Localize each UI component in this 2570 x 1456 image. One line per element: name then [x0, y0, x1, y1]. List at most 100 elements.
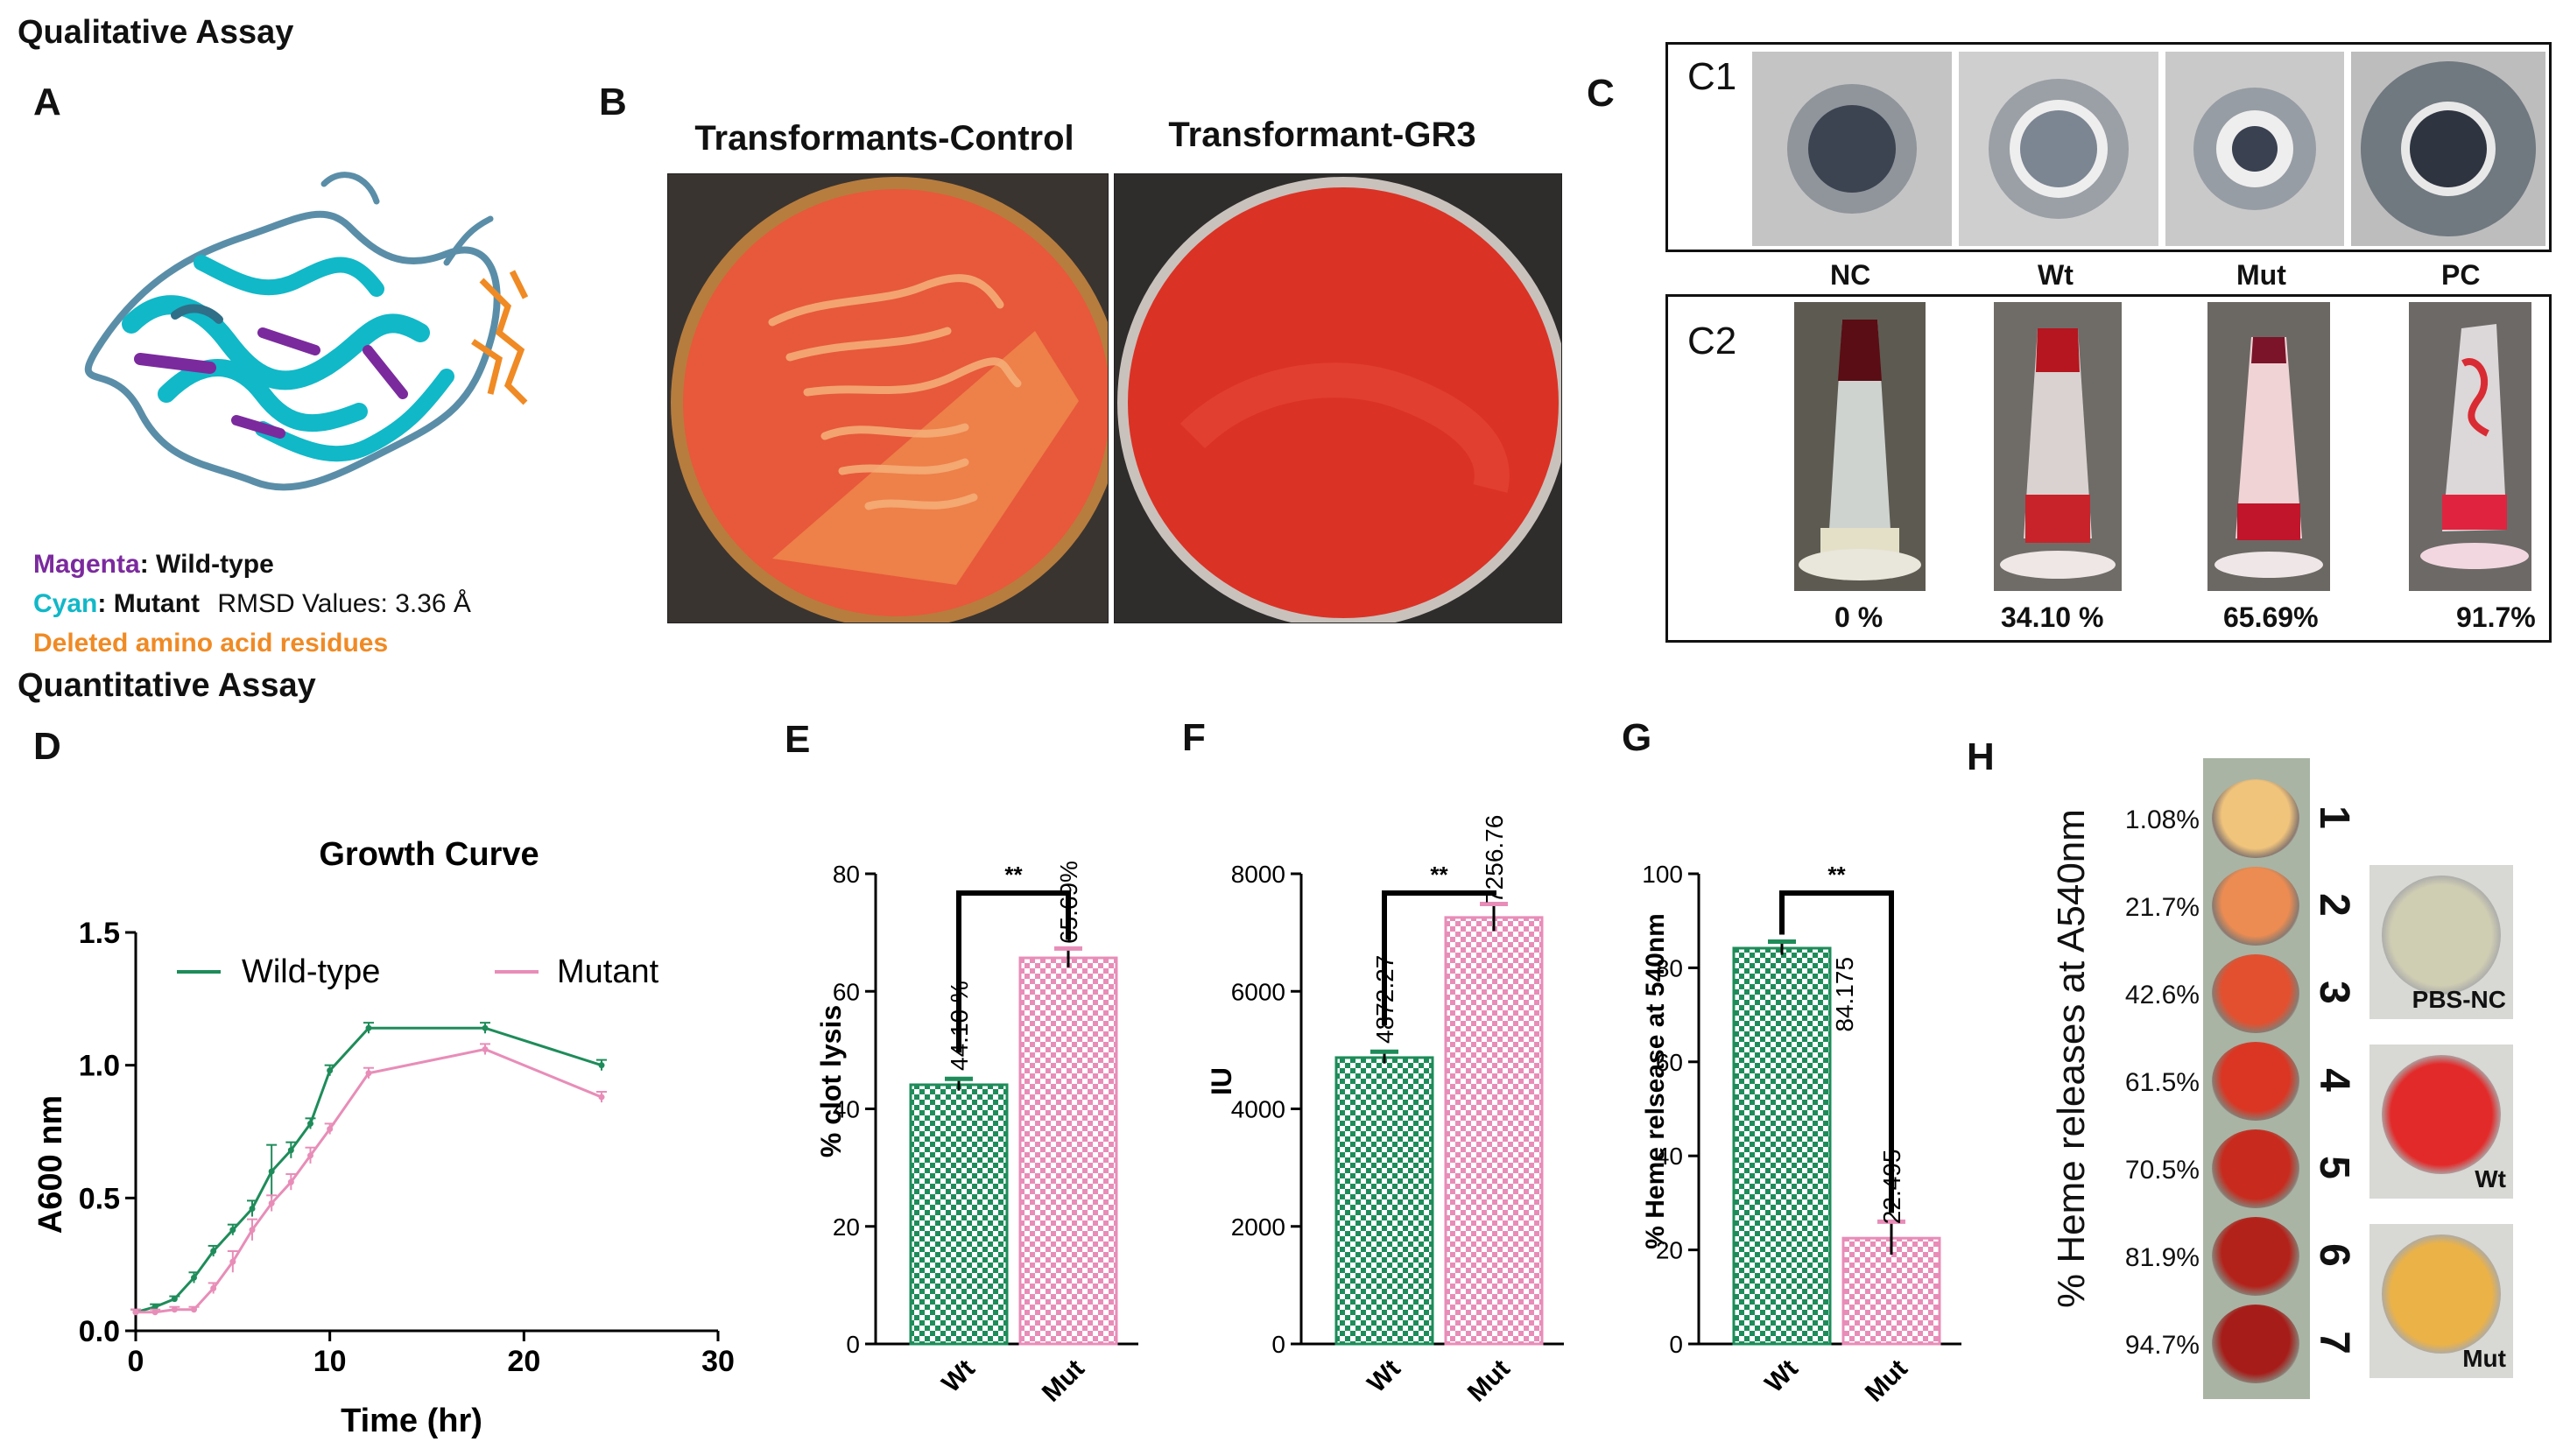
reference-well-label: PBS-NC — [2412, 986, 2506, 1013]
well-number: 6 — [2310, 1243, 2357, 1267]
data-point — [307, 1120, 313, 1127]
x-tick-label: 20 — [507, 1345, 540, 1378]
y-tick-label: 0 — [1669, 1331, 1683, 1358]
x-tick-label: Mut — [1860, 1354, 1913, 1408]
data-point — [365, 1024, 372, 1031]
reference-well-wt: Wt — [2369, 1045, 2513, 1199]
significance-bracket — [1779, 890, 1894, 1213]
data-point — [598, 1094, 605, 1101]
data-point — [307, 1152, 313, 1159]
data-point — [598, 1062, 605, 1069]
y-axis-label: A600 nm — [32, 1095, 69, 1234]
y-tick-label: 100 — [1642, 861, 1683, 888]
pct-pc: 91.7% — [2456, 601, 2536, 633]
y-tick-label: 60 — [1656, 1049, 1683, 1076]
x-tick-label: Wt — [1760, 1354, 1804, 1398]
x-tick-label: 0 — [128, 1345, 144, 1378]
data-point — [191, 1274, 197, 1281]
series-line-wildtype — [135, 1026, 602, 1314]
data-point — [327, 1067, 334, 1074]
data-point — [249, 1227, 256, 1234]
data-point — [151, 1304, 158, 1311]
reference-well-label: Wt — [2475, 1165, 2506, 1192]
c2-nc-tube — [1794, 302, 1926, 591]
y-tick-label: 0.5 — [79, 1182, 120, 1215]
well-number: 5 — [2310, 1156, 2357, 1179]
reference-well-label: Mut — [2462, 1345, 2506, 1372]
reference-well-pbs-nc: PBS-NC — [2369, 865, 2513, 1019]
y-tick-label: 40 — [833, 1096, 860, 1123]
plate-control-title: Transformants-Control — [694, 119, 1074, 158]
panel-b-label: B — [599, 81, 627, 123]
data-point — [210, 1284, 217, 1291]
bar-mut — [1018, 956, 1118, 1346]
bar-wt — [1732, 946, 1832, 1346]
well-percent: 94.7% — [2124, 1331, 2200, 1360]
plate-gr3-photo — [1114, 173, 1562, 623]
legend-wildtype-text: Wild-type — [242, 953, 380, 990]
c-column-labels: NC Wt Mut PC — [1665, 259, 2552, 294]
legend-magenta-key: Magenta — [33, 550, 140, 579]
reference-wells: PBS-NC Wt Mut — [2369, 865, 2518, 1408]
c1-wt-halo — [1959, 52, 2158, 246]
reference-well-fill — [2382, 1055, 2501, 1174]
legend-sep: : — [97, 589, 107, 618]
y-axis-label: % clot lysis — [815, 1005, 847, 1157]
col-mut: Mut — [2236, 259, 2286, 291]
x-axis-label: Time (hr) — [341, 1403, 482, 1439]
legend-deleted-key: Deleted amino acid residues — [33, 629, 389, 658]
well-6 — [2212, 1217, 2299, 1296]
y-tick-label: 2000 — [1231, 1213, 1285, 1241]
c2-label: C2 — [1687, 320, 1737, 362]
data-point — [191, 1306, 197, 1313]
panel-g-label: G — [1622, 716, 1652, 759]
well-percent: 61.5% — [2124, 1068, 2200, 1097]
significance-bracket — [1382, 890, 1496, 1026]
y-tick-label: 20 — [1656, 1237, 1683, 1264]
bar-mut — [1444, 916, 1544, 1346]
y-tick-label: 20 — [833, 1213, 860, 1241]
y-tick-label: 40 — [1656, 1143, 1683, 1170]
data-point — [287, 1147, 294, 1154]
bar-wt — [909, 1083, 1009, 1346]
chart-title: Growth Curve — [319, 836, 539, 873]
well-number: 1 — [2310, 805, 2357, 829]
legend: Wild-type Mutant — [177, 953, 659, 990]
value-label: 7256.76 — [1481, 815, 1508, 904]
well-3 — [2212, 954, 2299, 1033]
well-percent: 42.6% — [2124, 981, 2200, 1009]
well-1 — [2212, 779, 2299, 858]
heme-release-chart: % Heme relsease at 540nm 0 20 40 60 80 100 84.… — [1641, 861, 1961, 1408]
data-point — [249, 1205, 256, 1212]
y-axis-label: IU — [1206, 1067, 1237, 1095]
x-tick-label: Wt — [937, 1354, 981, 1398]
y-tick-label: 0 — [1271, 1331, 1285, 1358]
data-point — [151, 1309, 158, 1316]
c2-pc-tube — [2409, 302, 2531, 591]
pct-nc: 0 % — [1834, 601, 1883, 633]
col-nc: NC — [1830, 259, 1871, 291]
reference-well-fill — [2382, 1234, 2501, 1354]
reference-well-mut: Mut — [2369, 1224, 2513, 1378]
x-tick-label: Mut — [1462, 1354, 1516, 1408]
x-tick-label: 10 — [313, 1345, 347, 1378]
well-percent: 1.08% — [2124, 805, 2200, 834]
y-tick-label: 0.0 — [79, 1315, 120, 1348]
c1-nc-halo — [1752, 52, 1952, 246]
panel-f-label: F — [1182, 716, 1206, 759]
well-number: 3 — [2310, 981, 2357, 1004]
data-point — [229, 1258, 236, 1265]
data-point — [327, 1125, 334, 1132]
panel-c-label: C — [1587, 72, 1615, 115]
legend-wildtype: Magenta: Wild-type — [33, 545, 471, 584]
y-tick-label: 4000 — [1231, 1096, 1285, 1123]
qualitative-heading: Qualitative Assay — [18, 14, 294, 51]
legend-cyan-key: Cyan — [33, 589, 98, 618]
plate-control-photo — [667, 173, 1109, 623]
col-wt: Wt — [2038, 259, 2074, 291]
significance-bracket — [956, 890, 1071, 1053]
y-tick-label: 6000 — [1231, 978, 1285, 1005]
panel-e-label: E — [785, 718, 811, 761]
plate-gr3-title: Transformant-GR3 — [1168, 116, 1476, 154]
